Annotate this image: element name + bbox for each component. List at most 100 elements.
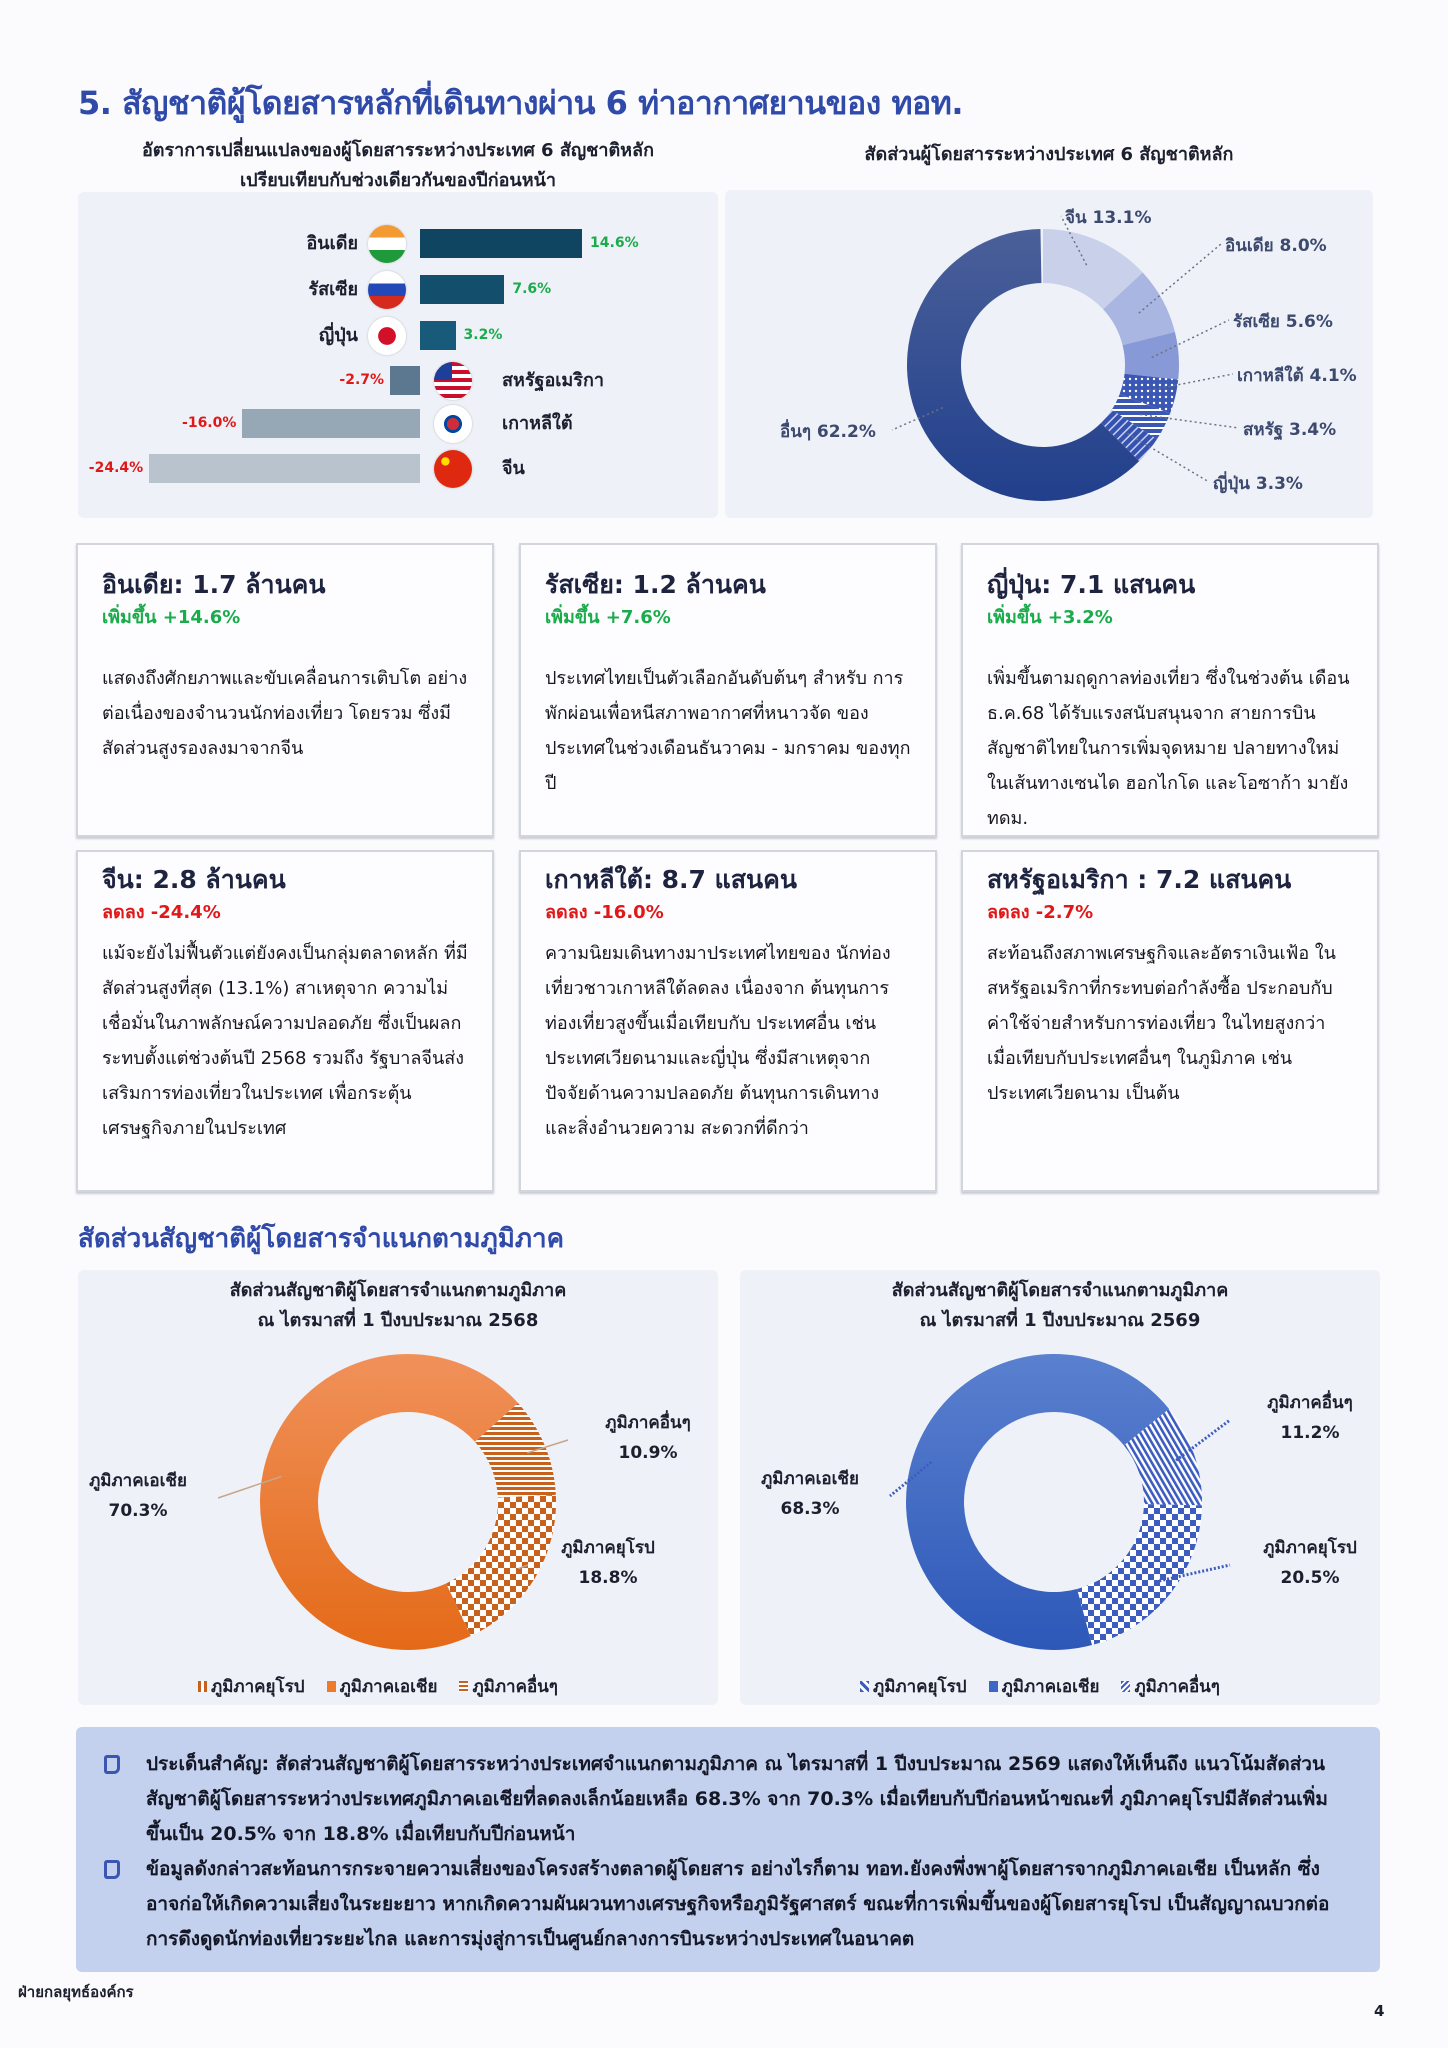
country-card: เกาหลีใต้: 8.7 แสนคน ลดลง -16.0% ความนิยมเ… (519, 850, 937, 1192)
leader-line (217, 1475, 282, 1499)
note-icon (104, 1860, 120, 1879)
slice-value: 11.2% (1280, 1423, 1340, 1443)
slice-value: 20.5% (1280, 1568, 1340, 1588)
bar-value-label: 14.6% (590, 235, 639, 251)
country-label: เกาหลีใต้ (502, 413, 573, 434)
leader-line (518, 1564, 529, 1570)
card-body: เพิ่มขึ้นตามฤดูกาลท่องเที่ยว ซึ่งในช่วงต… (987, 668, 1350, 829)
key-point-text: ข้อมูลดังกล่าวสะท้อนการกระจายความเสี่ยงข… (146, 1858, 1330, 1950)
bar (420, 321, 456, 350)
key-point: ข้อมูลดังกล่าวสะท้อนการกระจายความเสี่ยงข… (104, 1852, 1350, 1957)
legend-label: ภูมิภาคอื่นๆ (472, 1677, 558, 1697)
card-change: ลดลง -2.7% (987, 902, 1094, 923)
slice-value: 68.3% (780, 1499, 840, 1519)
slice-value: 70.3% (108, 1501, 168, 1521)
bar-value-label: 7.6% (512, 281, 552, 297)
slice-label: อินเดีย 8.0% (1225, 236, 1327, 256)
donut-slice (1119, 373, 1179, 414)
slice-label: ญี่ปุ่น 3.3% (1213, 474, 1303, 494)
bar (390, 366, 420, 395)
country-label: อินเดีย (306, 233, 358, 254)
country-label: รัสเซีย (308, 279, 358, 300)
region-donut-chart (217, 1354, 569, 1650)
slice-label: ภูมิภาคเอเชีย 70.3% (58, 1466, 218, 1526)
leader-line (1138, 243, 1222, 314)
bar (420, 229, 583, 258)
chart-subtitle: ณ ไตรมาสที่ 1 ปีงบประมาณ 2569 (919, 1310, 1201, 1331)
india-flag-icon (368, 225, 406, 263)
bar-chart-subtitle: อัตราการเปลี่ยนแปลงของผู้โดยสารระหว่างปร… (78, 136, 718, 196)
legend-swatch-icon (1121, 1681, 1131, 1692)
donut-slice (1043, 229, 1143, 310)
leader-line (1155, 1563, 1231, 1584)
slice-label: รัสเซีย 5.6% (1233, 312, 1333, 332)
slice-name: ภูมิภาคยุโรป (1263, 1538, 1357, 1558)
region-chart-title: สัดส่วนสัญชาติผู้โดยสารจำแนกตามภูมิภาคณ … (740, 1276, 1380, 1336)
legend-swatch-icon (860, 1681, 869, 1692)
card-body: แสดงถึงศักยภาพและขับเคลื่อนการเติบโต อย่… (102, 668, 468, 759)
donut-slice (907, 229, 1140, 501)
footer-department: ฝ่ายกลยุทธ์องค์กร (18, 1983, 134, 2001)
chart-title: สัดส่วนสัญชาติผู้โดยสารจำแนกตามภูมิภาค (229, 1280, 567, 1301)
slice-label: สหรัฐ 3.4% (1243, 420, 1337, 440)
country-card: สหรัฐอเมริกา : 7.2 แสนคน ลดลง -2.7% สะท้อน… (961, 850, 1379, 1192)
slice-label: อื่นๆ 62.2% (780, 422, 876, 442)
leader-line (891, 406, 943, 431)
leader-line (1148, 373, 1234, 392)
leader-line (527, 1439, 569, 1454)
china-flag-icon (434, 450, 472, 488)
card-body: ประเทศไทยเป็นตัวเลือกอันดับต้นๆ สำหรับ ก… (545, 668, 911, 794)
usa-flag-icon (434, 362, 472, 400)
legend-item: ภูมิภาคเอเชีย (988, 1673, 1100, 1700)
chart-title: สัดส่วนสัญชาติผู้โดยสารจำแนกตามภูมิภาค (891, 1280, 1229, 1301)
legend-swatch-icon (326, 1681, 336, 1692)
note-icon (104, 1755, 120, 1774)
legend-item: ภูมิภาคยุโรป (860, 1673, 967, 1700)
country-card: ญี่ปุ่น: 7.1 แสนคนเพิ่มขึ้น +3.2% เพิ่มขึ… (961, 543, 1379, 837)
share-donut-chart (891, 215, 1240, 501)
card-body: ความนิยมเดินทางมาประเทศไทยของ นักท่องเที… (545, 943, 891, 1139)
leader-line (1175, 1418, 1231, 1462)
slice-label: ภูมิภาคยุโรป 20.5% (1230, 1533, 1390, 1593)
legend-swatch-icon (459, 1681, 469, 1692)
leader-line (1127, 433, 1210, 483)
region-donut-chart (889, 1354, 1231, 1650)
slice-name: ภูมิภาคเอเชีย (761, 1469, 859, 1489)
slice-label: เกาหลีใต้ 4.1% (1237, 366, 1357, 386)
legend-label: ภูมิภาคยุโรป (873, 1677, 967, 1697)
card-change: เพิ่มขึ้น +7.6% (545, 607, 671, 628)
bar (420, 275, 505, 304)
russia-flag-icon (368, 271, 406, 309)
legend-label: ภูมิภาคยุโรป (211, 1677, 305, 1697)
country-card: รัสเซีย: 1.2 ล้านคน เพิ่มขึ้น +7.6% ประเทศ… (519, 543, 937, 837)
key-point-text: ประเด็นสำคัญ: สัดส่วนสัญชาติผู้โดยสารระห… (146, 1753, 1328, 1845)
bar (242, 409, 420, 438)
donut-slice (1100, 409, 1157, 462)
card-title: เกาหลีใต้: 8.7 แสนคน (545, 865, 797, 894)
card-body: สะท้อนถึงสภาพเศรษฐกิจและอัตราเงินเฟ้อ ใน… (987, 943, 1336, 1104)
bar-value-label: -2.7% (339, 372, 385, 388)
legend-label: ภูมิภาคเอเชีย (339, 1677, 438, 1697)
leader-line (1140, 413, 1240, 429)
slice-label: ภูมิภาคยุโรป 18.8% (528, 1533, 688, 1593)
donut-slice (1103, 272, 1175, 346)
card-title: ญี่ปุ่น: 7.1 แสนคน (987, 570, 1196, 599)
card-change: เพิ่มขึ้น +3.2% (987, 607, 1113, 628)
donut-slice (1123, 1408, 1202, 1506)
key-point: ประเด็นสำคัญ: สัดส่วนสัญชาติผู้โดยสารระห… (104, 1747, 1350, 1852)
card-title: จีน: 2.8 ล้านคน (102, 865, 286, 894)
slice-label: จีน 13.1% (1065, 208, 1152, 228)
legend-label: ภูมิภาคเอเชีย (1001, 1677, 1100, 1697)
legend-swatch-icon (198, 1681, 207, 1692)
donut-slice (1077, 1504, 1202, 1646)
country-card: จีน: 2.8 ล้านคน ลดลง -24.4% แม้จะยังไม่ฟื้… (76, 850, 494, 1192)
card-change: เพิ่มขึ้น +14.6% (102, 607, 241, 628)
legend-item: ภูมิภาคเอเชีย (326, 1673, 438, 1700)
donut-slice (474, 1402, 556, 1498)
donut-slice (1111, 394, 1171, 440)
slice-name: ภูมิภาคยุโรป (561, 1538, 655, 1558)
card-body: แม้จะยังไม่ฟื้นตัวแต่ยังคงเป็นกลุ่มตลาดห… (102, 943, 468, 1139)
share-chart-subtitle: สัดส่วนผู้โดยสารระหว่างประเทศ 6 สัญชาติห… (864, 144, 1234, 165)
region-chart-title: สัดส่วนสัญชาติผู้โดยสารจำแนกตามภูมิภาคณ … (78, 1276, 718, 1336)
legend-label: ภูมิภาคอื่นๆ (1134, 1677, 1220, 1697)
